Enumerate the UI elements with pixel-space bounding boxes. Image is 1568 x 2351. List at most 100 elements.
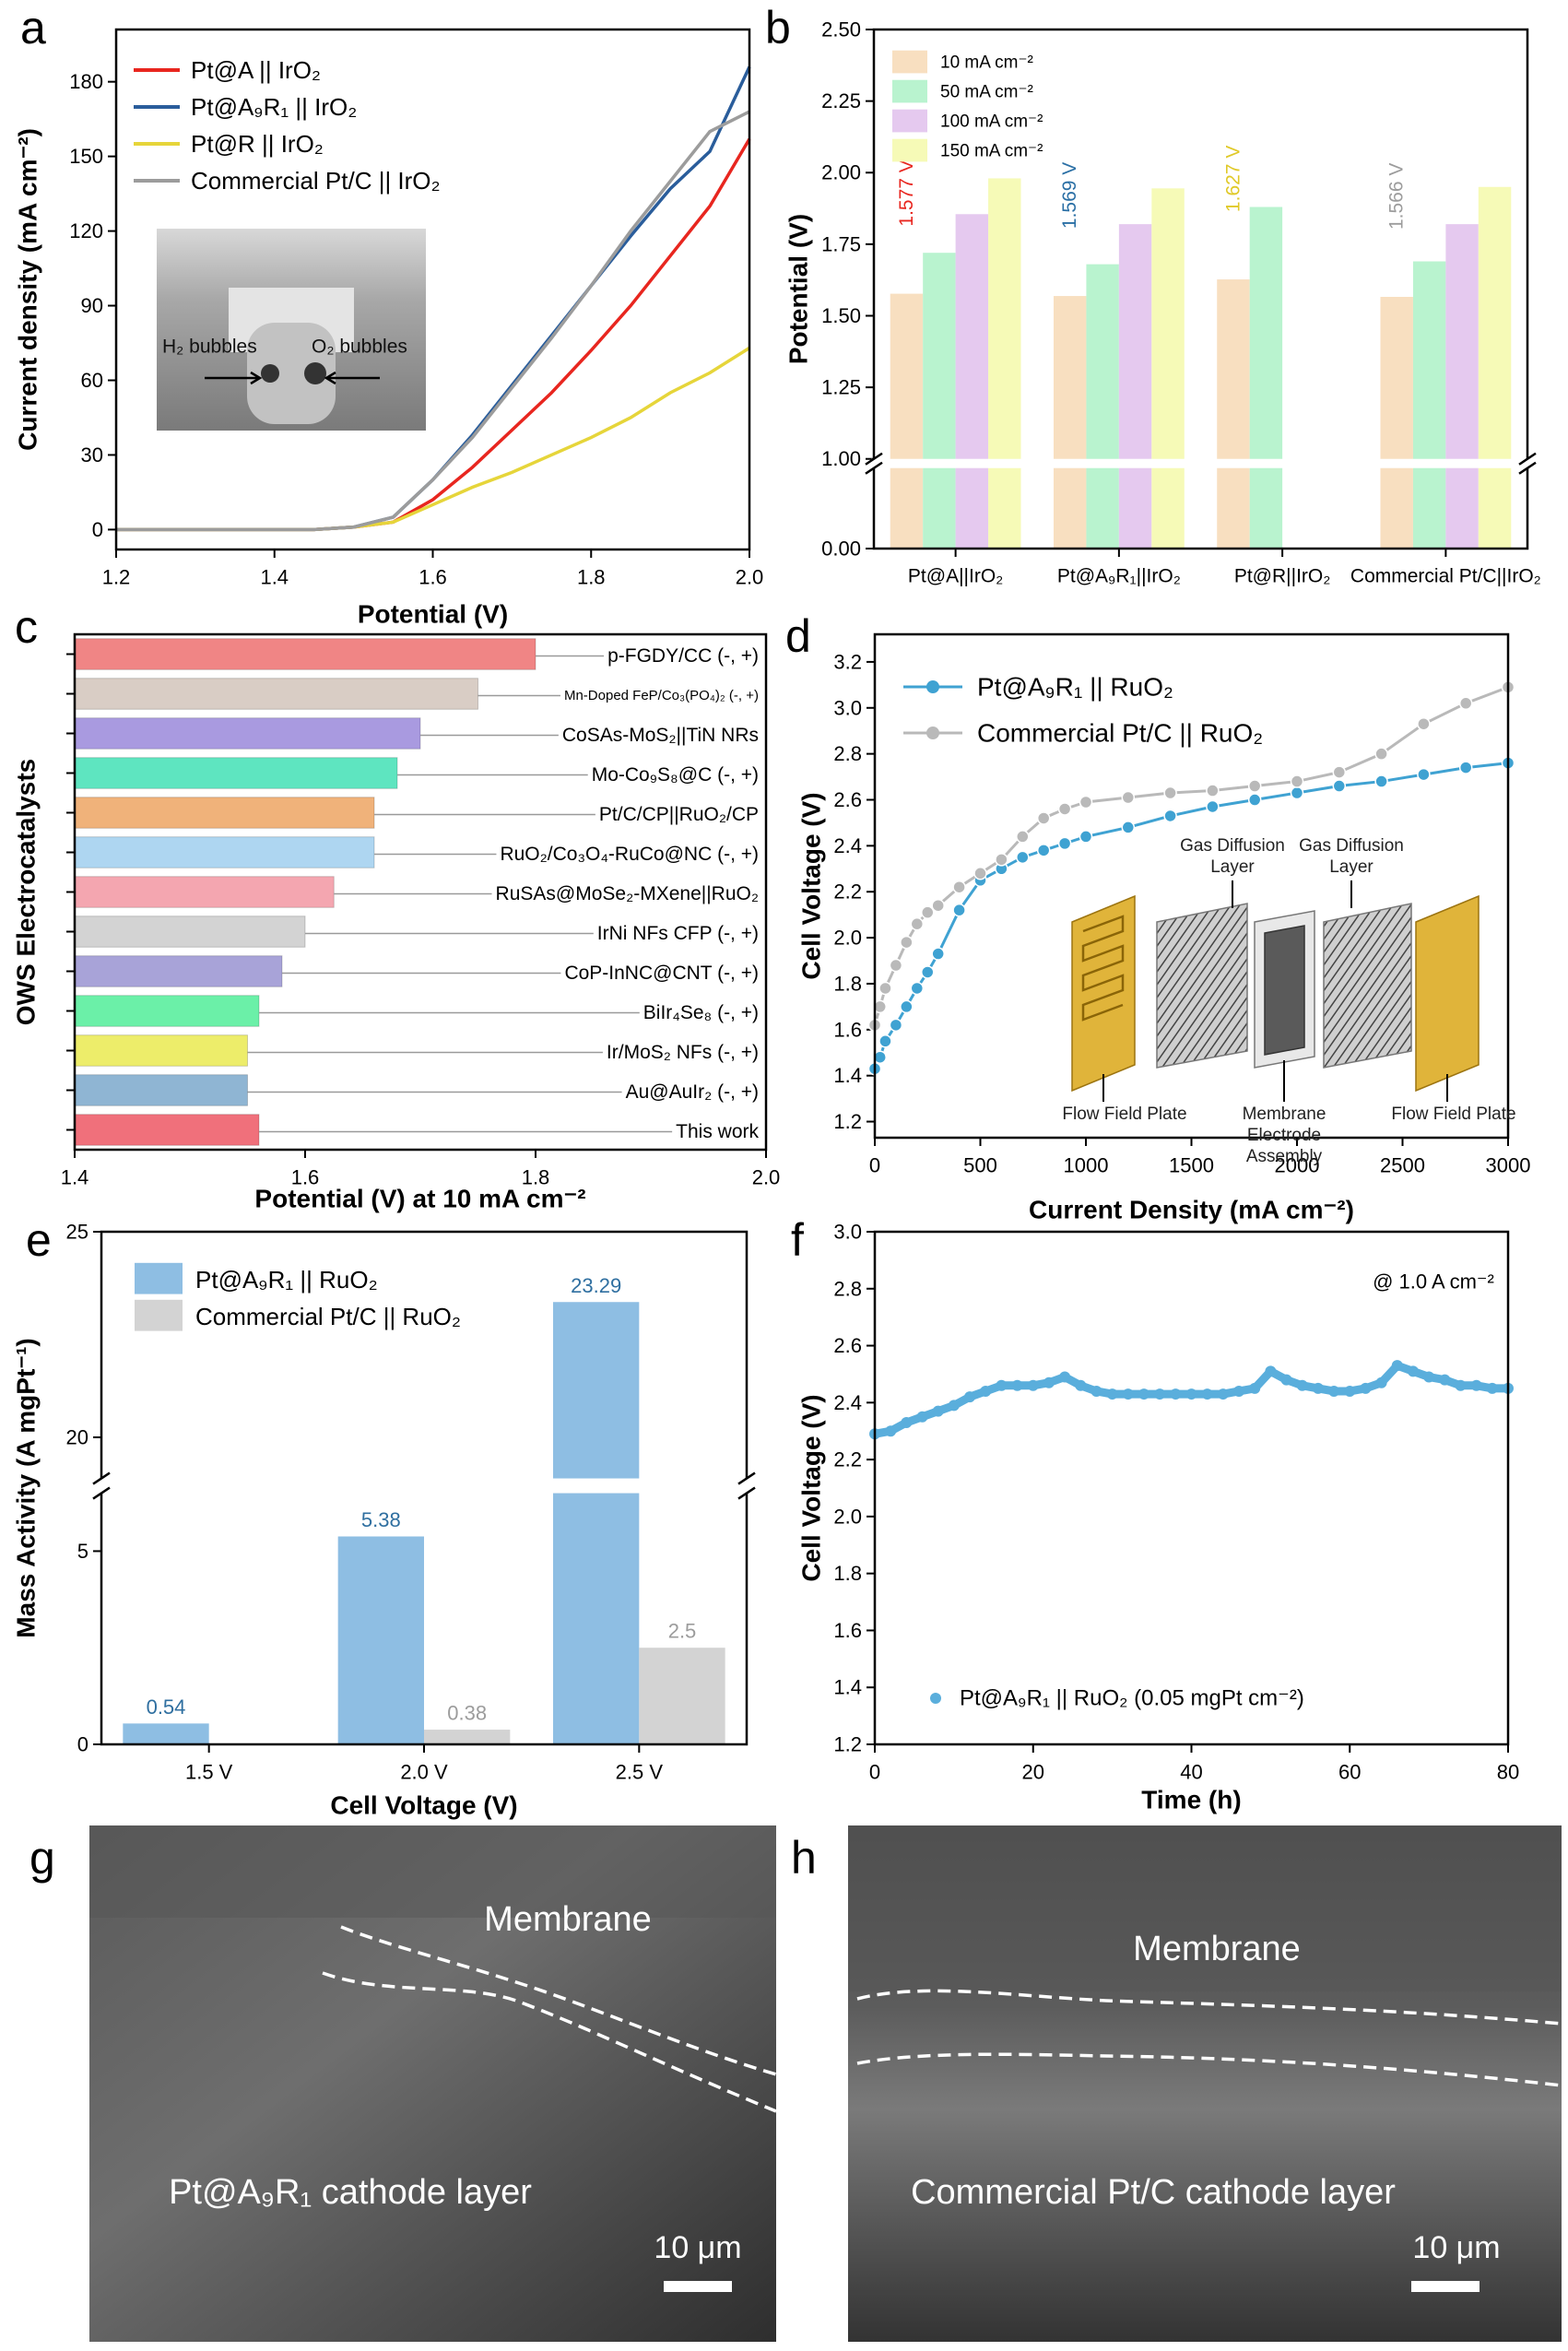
plot-frame [872,28,1529,550]
point [948,1400,960,1412]
bar [74,638,536,670]
inset-part [1415,894,1480,1093]
x-tick-label: 40 [1180,1761,1202,1784]
y-tick-label: 0 [92,518,103,541]
inset-part [1071,894,1136,1093]
break-mark [737,1471,756,1485]
y-tick-label: 1.25 [821,376,861,399]
legend-label: 100 mA cm⁻² [940,112,1043,132]
plot-frame [873,632,1510,1140]
point [900,935,914,950]
value-label: 0.54 [147,1695,186,1719]
point [1027,1379,1039,1391]
point [1312,1382,1324,1394]
y-tick-label: 2.0 [833,927,862,950]
y-tick-label: 1.6 [833,1619,862,1642]
point [878,1034,892,1048]
point [1121,790,1136,805]
y-tick-label: 2.2 [833,1448,862,1471]
layer-boundary [340,1925,777,2076]
image-label: Commercial Pt/C cathode layer [911,2173,1396,2212]
x-axis-title: Time (h) [1141,1786,1241,1814]
panel-label: g [29,1832,55,1884]
bar-label: CoP-InNC@CNT (-, +) [564,963,759,984]
point [1486,1382,1498,1394]
y-tick-label: 5 [77,1540,88,1563]
point [878,981,892,996]
bar [1151,188,1185,549]
y-tick-label: 3.2 [833,650,862,673]
y-tick-label: 1.2 [833,1110,862,1133]
y-tick-label: 1.2 [833,1733,862,1756]
x-tick-label: 1.6 [291,1166,320,1189]
legend-label: 10 mA cm⁻² [940,53,1033,73]
panel-label: c [15,601,38,653]
point [1091,1385,1102,1397]
legend-swatch [926,680,939,693]
bar-label: CoSAs-MoS₂||TiN NRs [562,725,759,746]
point [1455,1379,1467,1391]
layer-boundary [322,1971,777,2113]
y-tick-label: 30 [81,443,103,467]
bar [1445,224,1479,549]
panel: c Potential (V) at 10 mA cm⁻² OWS Electroc… [12,601,781,1213]
y-tick-label: 1.50 [821,304,861,327]
value-label: 1.569 V [1059,162,1080,229]
inset-part [1323,903,1412,1069]
bar [1249,207,1283,549]
point [1265,1365,1277,1377]
point [1233,1385,1245,1397]
membrane-region [89,1825,776,1918]
bar [1086,264,1119,549]
x-axis-title: Potential (V) at 10 mA cm⁻² [254,1185,585,1213]
panel-label: f [791,1214,804,1266]
point [1280,1374,1292,1386]
point [889,1018,903,1033]
point [889,958,903,973]
point [910,981,925,996]
x-tick-label: 1.8 [577,566,606,589]
legend-swatch [135,1262,183,1294]
point [1043,1376,1055,1388]
y-tick-label: 0.00 [821,538,861,561]
plot-frame [114,28,751,551]
point [1075,1379,1087,1391]
bar [123,1723,209,1744]
bar [337,1536,424,1744]
y-tick-label: 2.50 [821,18,861,41]
bar-label: Au@AuIr₂ (-, +) [626,1081,759,1103]
legend-swatch [892,138,927,162]
point [1458,761,1473,774]
x-tick-label: 80 [1497,1761,1519,1784]
bar [424,1730,511,1744]
legend-label: Pt@A₉R₁ || RuO₂ (0.05 mgPt cm⁻²) [960,1686,1304,1711]
panel: b Potential (V) 0.00 1.00 1.25 1.50 1.75 2.00 2.… [765,2,1541,587]
y-axis-title: OWS Electrocatalysts [12,759,41,1025]
point [1417,767,1431,782]
panel-label: h [791,1832,817,1884]
point [1059,1371,1071,1383]
point [932,1405,944,1417]
scale-bar [1411,2281,1480,2292]
y-axis-title: Cell Voltage (V) [797,1394,826,1581]
panel: a Potential (V) Current density (mA cm⁻²) 0… [14,2,764,629]
point [1296,1379,1308,1391]
y-tick-label: 25 [66,1221,88,1244]
y-tick-label: 3.0 [833,1221,862,1244]
x-axis-title: Potential (V) [358,600,508,629]
bar [890,293,924,549]
bar-label: Mo-Co₉S₈@C (-, +) [592,764,759,786]
panel: e Cell Voltage (V) Mass Activity (A mgPt⁻¹… [12,1214,756,1820]
x-tick-label: 1.4 [260,566,289,589]
y-tick-label: 1.00 [821,447,861,470]
y-axis-title: Cell Voltage (V) [797,792,826,979]
point [1016,850,1030,865]
point [1360,1382,1372,1394]
y-tick-label: 3.0 [833,696,862,719]
x-tick-label: 1.4 [61,1166,89,1189]
plot-frame [73,632,768,1152]
point [1247,793,1262,807]
point [931,898,945,913]
annotation: @ 1.0 A cm⁻² [1373,1270,1494,1294]
y-tick-label: 1.75 [821,232,861,255]
